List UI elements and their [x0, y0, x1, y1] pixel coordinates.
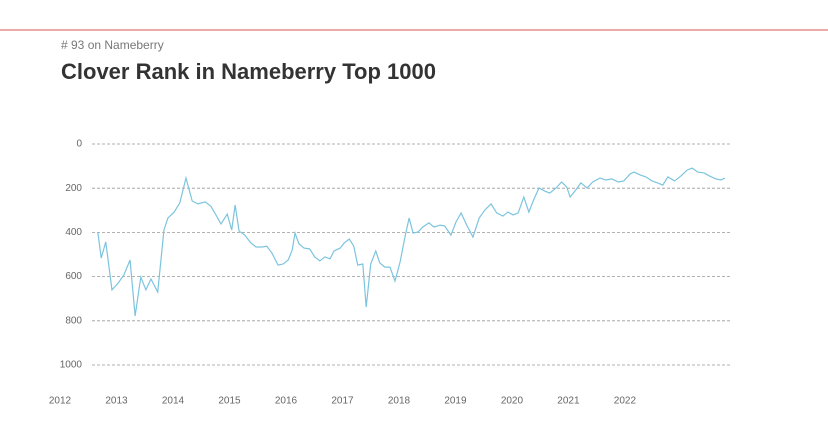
x-tick-label: 2020 — [501, 396, 524, 407]
x-tick-label: 2022 — [614, 396, 637, 407]
x-tick-label: 2012 — [49, 396, 72, 407]
x-tick-label: 2018 — [388, 396, 411, 407]
y-tick-label: 600 — [65, 271, 82, 282]
x-tick-label: 2013 — [105, 396, 128, 407]
y-tick-label: 0 — [76, 139, 82, 150]
x-tick-label: 2016 — [275, 396, 298, 407]
y-tick-label: 1000 — [60, 360, 83, 371]
line-series — [97, 167, 726, 317]
x-tick-label: 2019 — [444, 396, 467, 407]
y-tick-label: 400 — [65, 227, 82, 238]
x-tick-label: 2015 — [218, 396, 241, 407]
x-tick-label: 2014 — [162, 396, 185, 407]
y-tick-label: 800 — [65, 315, 82, 326]
x-tick-label: 2021 — [557, 396, 580, 407]
chart-subtitle: # 93 on Nameberry — [61, 38, 164, 52]
chart-title: Clover Rank in Nameberry Top 1000 — [61, 59, 436, 84]
x-tick-label: 2017 — [331, 396, 354, 407]
y-tick-label: 200 — [65, 183, 82, 194]
